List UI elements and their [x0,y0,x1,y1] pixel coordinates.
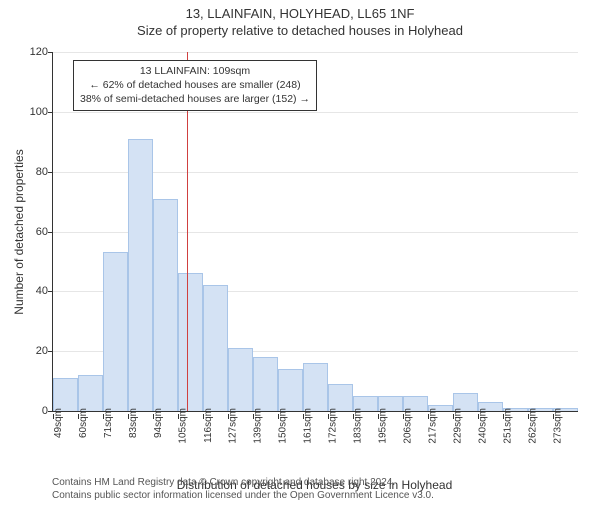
page-title-line1: 13, LLAINFAIN, HOLYHEAD, LL65 1NF [0,6,600,21]
ytick-label: 100 [14,106,48,118]
xtick-label: 161sqm [303,408,314,444]
histogram-bar [178,273,203,411]
xtick-label: 49sqm [53,408,64,438]
xtick-label: 172sqm [328,408,339,444]
xtick-label: 217sqm [428,408,439,444]
ytick-label: 120 [14,46,48,58]
xtick-label: 150sqm [278,408,289,444]
xtick-label: 105sqm [178,408,189,444]
xtick-label: 251sqm [503,408,514,444]
histogram-bar [103,252,128,411]
xtick-label: 206sqm [403,408,414,444]
histogram-bar [303,363,328,411]
xtick-label: 139sqm [253,408,264,444]
page-title-line2: Size of property relative to detached ho… [0,23,600,38]
xtick-label: 273sqm [553,408,564,444]
xtick-label: 116sqm [203,408,214,443]
xtick-label: 71sqm [103,408,114,438]
histogram-bar [203,285,228,411]
xtick-label: 94sqm [153,408,164,438]
histogram-bar [78,375,103,411]
annotation-line3: 38% of semi-detached houses are larger (… [80,92,310,106]
xtick-label: 195sqm [378,408,389,444]
xtick-label: 127sqm [228,408,239,444]
xtick-label: 262sqm [528,408,539,444]
histogram-bar [153,199,178,411]
ytick-label: 0 [14,405,48,417]
footer-line1: Contains HM Land Registry data © Crown c… [52,477,434,490]
xtick-label: 83sqm [128,408,139,438]
annotation-box: 13 LLAINFAIN: 109sqm ← 62% of detached h… [73,60,317,111]
footer-attribution: Contains HM Land Registry data © Crown c… [52,477,434,502]
histogram-bar [53,378,78,411]
histogram-bar [228,348,253,411]
plot-area: 13 LLAINFAIN: 109sqm ← 62% of detached h… [52,52,578,412]
xtick-label: 229sqm [453,408,464,444]
histogram-chart: 13 LLAINFAIN: 109sqm ← 62% of detached h… [52,52,578,430]
xtick-label: 60sqm [78,408,89,438]
histogram-bar [253,357,278,411]
y-axis-label: Number of detached properties [12,149,26,314]
histogram-bar [278,369,303,411]
histogram-bar [328,384,353,411]
ytick-label: 20 [14,345,48,357]
xtick-label: 183sqm [353,408,364,444]
xtick-label: 240sqm [478,408,489,444]
annotation-line1: 13 LLAINFAIN: 109sqm [80,64,310,78]
footer-line2: Contains public sector information licen… [52,490,434,503]
histogram-bar [128,139,153,411]
annotation-line2: ← 62% of detached houses are smaller (24… [80,78,310,92]
